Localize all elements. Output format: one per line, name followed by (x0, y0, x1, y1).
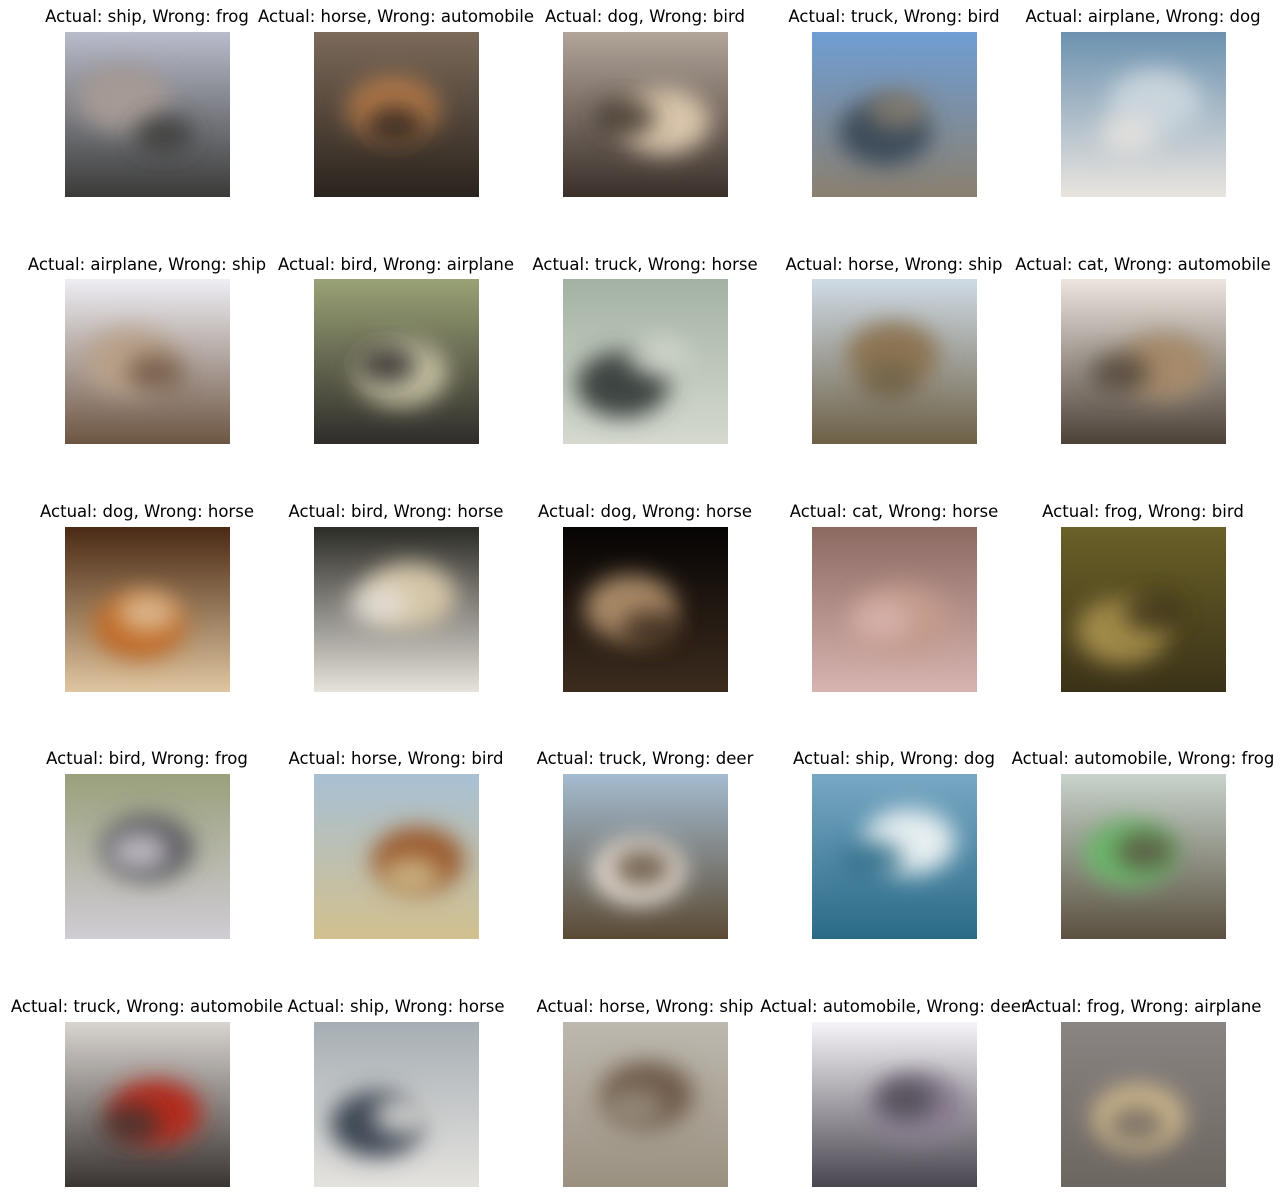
sample-image (562, 774, 728, 939)
sample-image (562, 279, 728, 444)
subplot-title: Actual: truck, Wrong: deer (536, 749, 754, 768)
subplot-title: Actual: horse, Wrong: ship (785, 255, 1003, 274)
subplot-title: Actual: cat, Wrong: automobile (1015, 255, 1271, 274)
sample-image (1060, 279, 1226, 444)
sample-image (64, 1022, 230, 1187)
sample-image-thumbnail (811, 279, 977, 444)
sample-image (313, 32, 479, 197)
sample-image-thumbnail (313, 1022, 479, 1187)
sample-image-thumbnail (64, 1022, 230, 1187)
sample-image-thumbnail (562, 1022, 728, 1187)
sample-image-thumbnail (811, 527, 977, 692)
subplot-title: Actual: bird, Wrong: frog (46, 749, 248, 768)
sample-image (64, 32, 230, 197)
sample-image-thumbnail (562, 32, 728, 197)
subplot-title: Actual: horse, Wrong: bird (288, 749, 504, 768)
sample-image-thumbnail (313, 32, 479, 197)
subplot-title: Actual: horse, Wrong: ship (536, 997, 754, 1016)
subplot-title: Actual: ship, Wrong: dog (793, 749, 995, 768)
sample-image-thumbnail (1060, 279, 1226, 444)
sample-image-thumbnail (1060, 774, 1226, 939)
sample-image-thumbnail (1060, 1022, 1226, 1187)
sample-image (313, 1022, 479, 1187)
subplot-title: Actual: frog, Wrong: bird (1042, 502, 1244, 521)
sample-image (313, 527, 479, 692)
subplot-title: Actual: ship, Wrong: horse (287, 997, 505, 1016)
sample-image-thumbnail (1060, 527, 1226, 692)
subplot-title: Actual: truck, Wrong: bird (788, 7, 1000, 26)
sample-image (1060, 1022, 1226, 1187)
sample-image-thumbnail (64, 279, 230, 444)
subplot-title: Actual: cat, Wrong: horse (789, 502, 999, 521)
sample-image (811, 279, 977, 444)
sample-image-thumbnail (64, 32, 230, 197)
subplot-title: Actual: bird, Wrong: airplane (277, 255, 515, 274)
sample-image (313, 774, 479, 939)
sample-image-thumbnail (1060, 32, 1226, 197)
sample-image (64, 527, 230, 692)
sample-image-thumbnail (562, 527, 728, 692)
sample-image (1060, 32, 1226, 197)
sample-image (64, 279, 230, 444)
subplot-title: Actual: truck, Wrong: horse (532, 255, 758, 274)
subplot-title: Actual: truck, Wrong: automobile (10, 997, 284, 1016)
sample-image-thumbnail (811, 1022, 977, 1187)
subplot-title: Actual: dog, Wrong: horse (538, 502, 752, 521)
subplot-title: Actual: bird, Wrong: horse (288, 502, 504, 521)
sample-image-thumbnail (313, 774, 479, 939)
sample-image (811, 774, 977, 939)
sample-image-thumbnail (64, 774, 230, 939)
sample-image-thumbnail (64, 527, 230, 692)
sample-image-thumbnail (811, 774, 977, 939)
subplot-title: Actual: horse, Wrong: automobile (258, 7, 534, 26)
sample-image (811, 527, 977, 692)
subplot-title: Actual: dog, Wrong: horse (40, 502, 254, 521)
subplot-title: Actual: airplane, Wrong: dog (1025, 7, 1261, 26)
subplot-title: Actual: automobile, Wrong: deer (760, 997, 1028, 1016)
subplot-title: Actual: ship, Wrong: frog (45, 7, 249, 26)
sample-image (1060, 527, 1226, 692)
subplot-title: Actual: dog, Wrong: bird (545, 7, 745, 26)
sample-image (562, 1022, 728, 1187)
sample-image-thumbnail (313, 279, 479, 444)
sample-image (811, 32, 977, 197)
subplot-title: Actual: automobile, Wrong: frog (1011, 749, 1275, 768)
sample-image (313, 279, 479, 444)
sample-image (562, 527, 728, 692)
sample-image-thumbnail (811, 32, 977, 197)
subplot-title: Actual: frog, Wrong: airplane (1024, 997, 1262, 1016)
sample-image (1060, 774, 1226, 939)
sample-image-thumbnail (562, 774, 728, 939)
sample-image (562, 32, 728, 197)
subplot-title: Actual: airplane, Wrong: ship (27, 255, 267, 274)
sample-image (64, 774, 230, 939)
sample-image-thumbnail (562, 279, 728, 444)
sample-image (811, 1022, 977, 1187)
sample-image-thumbnail (313, 527, 479, 692)
